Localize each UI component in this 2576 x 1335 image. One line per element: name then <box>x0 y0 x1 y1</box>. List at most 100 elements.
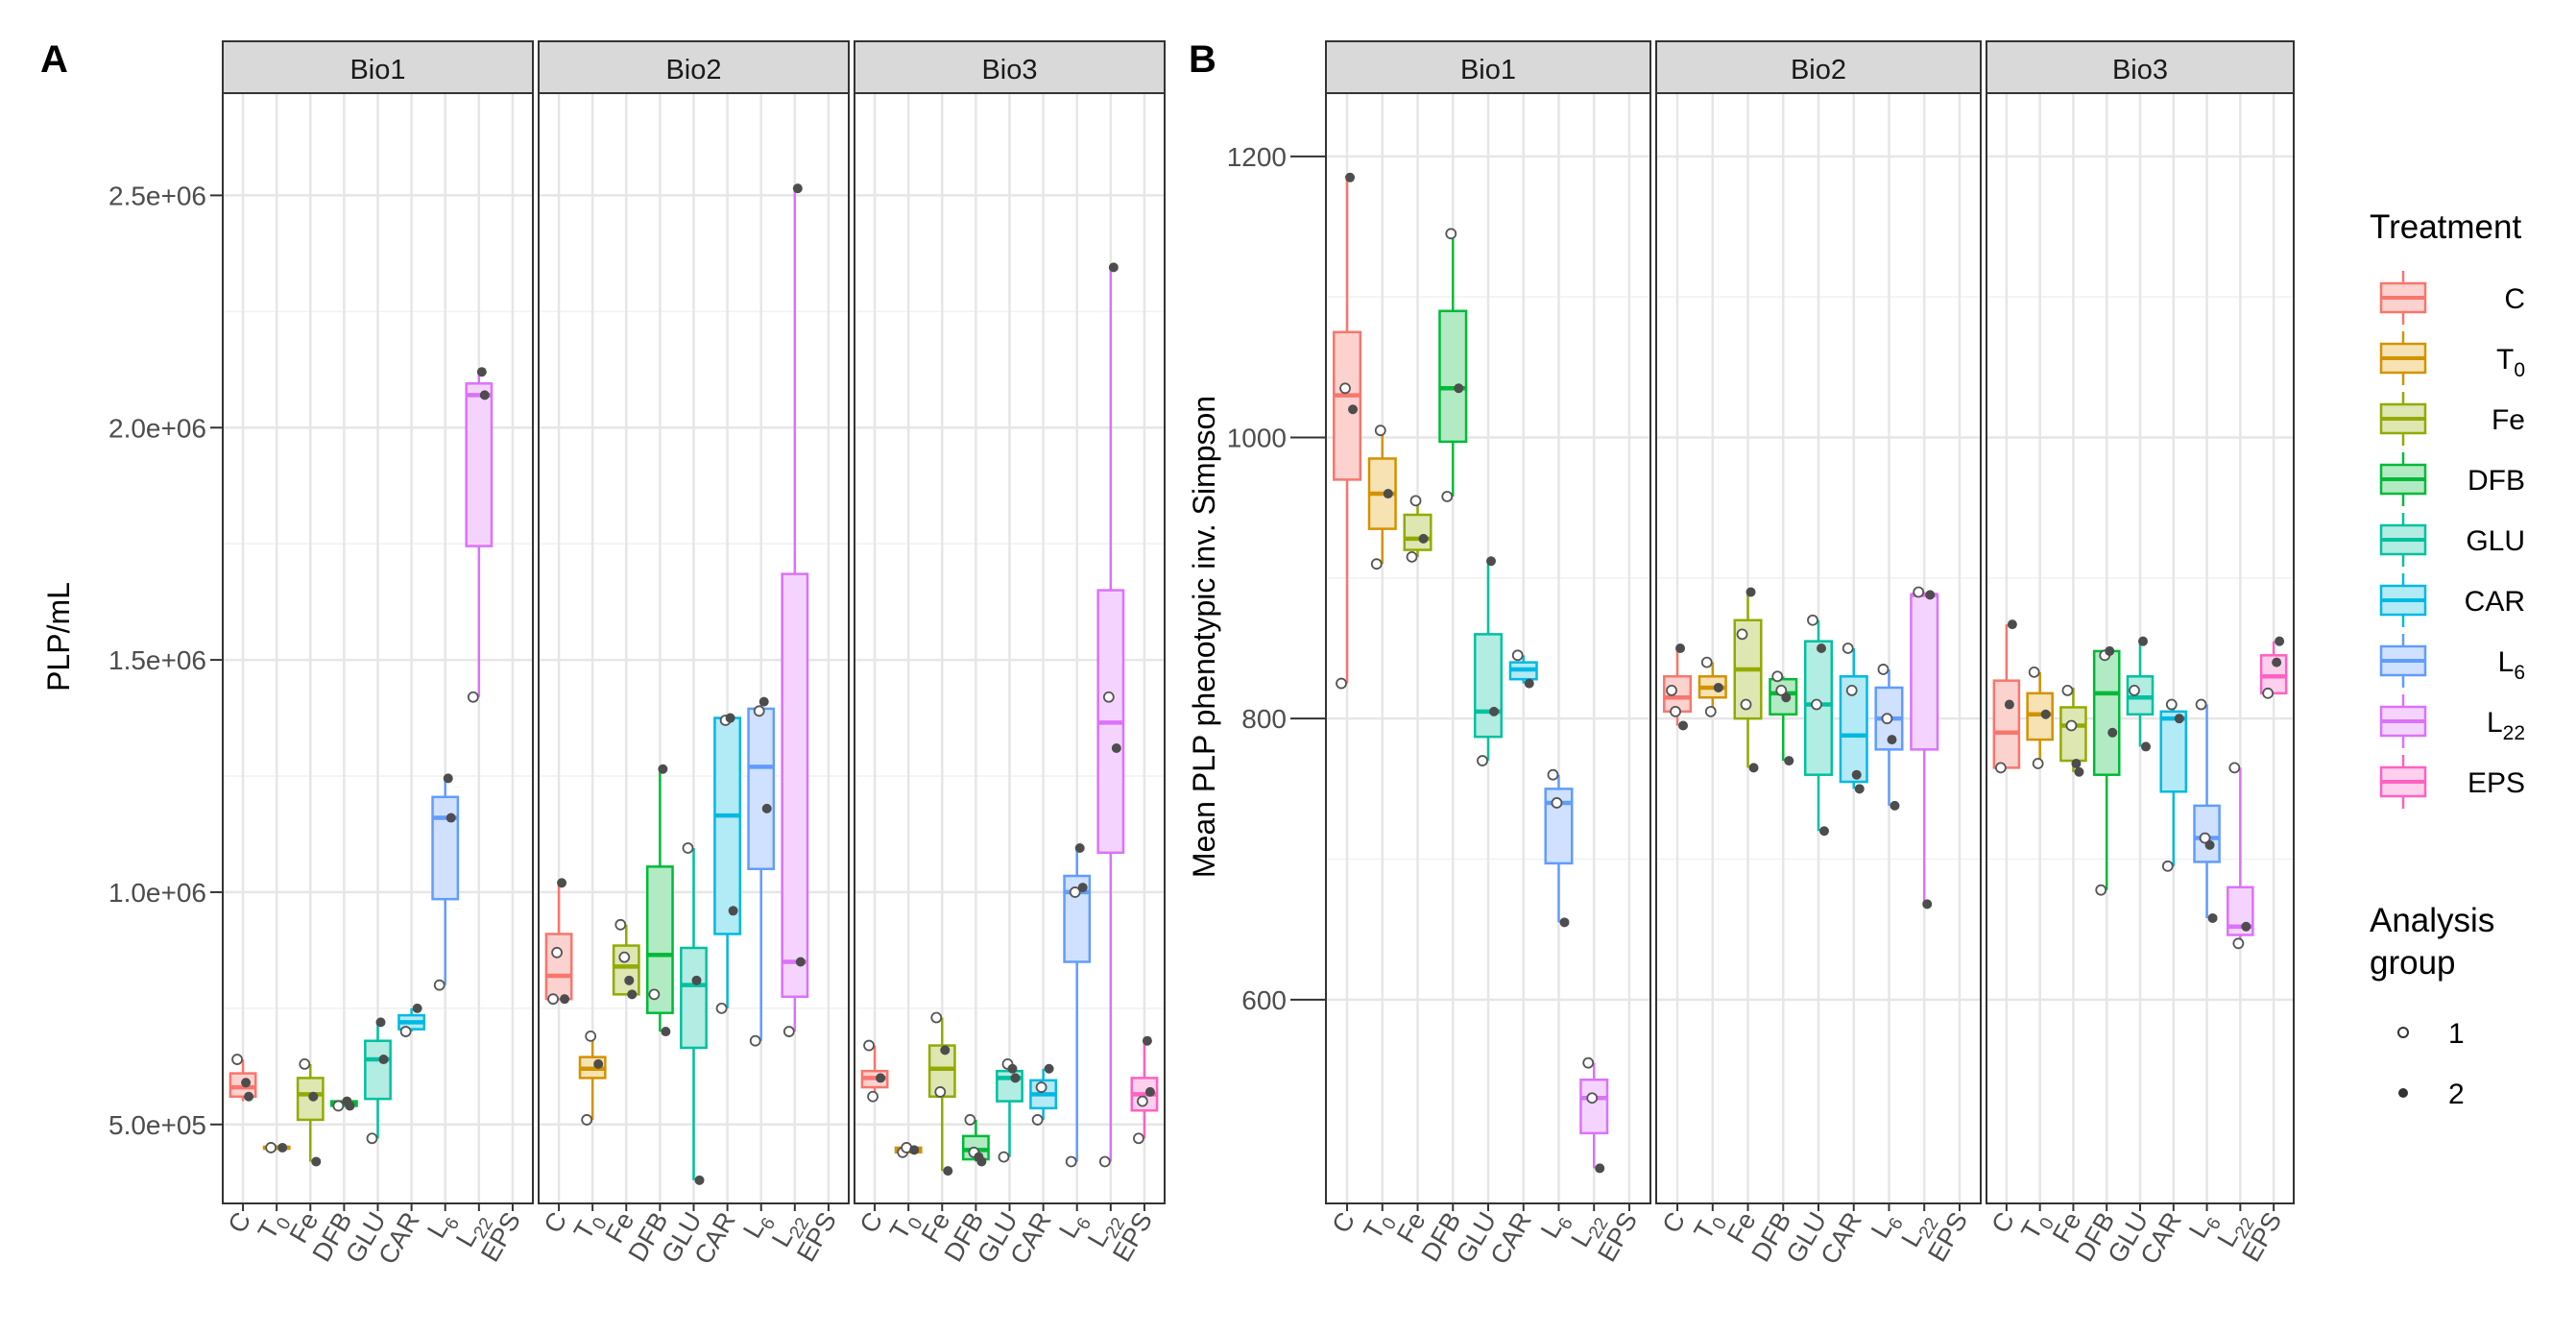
point-group-1 <box>1441 491 1454 502</box>
box-body <box>680 946 708 1050</box>
point-group-1 <box>2232 937 2245 950</box>
legend-key-label: L6 <box>2498 646 2525 684</box>
point-group-1 <box>2032 758 2044 769</box>
legend-key-label: C <box>2504 283 2525 315</box>
point-group-1 <box>998 1151 1010 1163</box>
point-group-1 <box>867 1090 879 1103</box>
point-group-2 <box>1819 826 1829 837</box>
point-group-2 <box>593 1058 604 1069</box>
legend-key-label: T0 <box>2496 344 2525 381</box>
point-group-2 <box>940 1045 951 1056</box>
point-group-1 <box>1035 1081 1047 1093</box>
point-group-2 <box>476 367 487 377</box>
point-group-1 <box>1445 228 1457 240</box>
point-group-2 <box>342 1096 352 1106</box>
box-fe <box>296 1057 325 1167</box>
x-tick-label: L6 <box>1053 1207 1095 1246</box>
point-group-1 <box>231 1054 243 1065</box>
point-group-2 <box>277 1142 288 1153</box>
box-body <box>544 933 573 1001</box>
point-group-2 <box>2275 636 2285 646</box>
legend-key-label-main: L <box>2487 707 2503 739</box>
point-group-2 <box>1144 1086 1155 1097</box>
point-group-1 <box>366 1132 378 1145</box>
point-group-2 <box>2040 709 2051 719</box>
box-t0 <box>262 1142 291 1153</box>
point-group-1 <box>1913 586 1925 598</box>
point-group-1 <box>1811 698 1822 711</box>
point-group-2 <box>758 696 769 707</box>
facet-title: Bio1 <box>1460 55 1516 85</box>
legend-key-c: C <box>2379 271 2525 325</box>
point-group-1 <box>547 993 559 1006</box>
box-dfb <box>961 1114 990 1167</box>
facet-title: Bio3 <box>2112 55 2168 85</box>
box-l6 <box>431 773 460 991</box>
legend-title-treatment: Treatment <box>2370 208 2521 246</box>
point-group-2 <box>1010 1073 1021 1083</box>
box-c <box>1992 619 2021 774</box>
point-group-2 <box>1348 404 1359 415</box>
point-group-2 <box>2074 766 2084 777</box>
box-glu <box>1473 556 1504 766</box>
point-group-2 <box>974 1152 984 1162</box>
point-group-2 <box>1486 556 1496 567</box>
point-group-2 <box>2007 619 2017 630</box>
facet-title: Bio3 <box>981 55 1037 85</box>
point-group-2 <box>1044 1063 1054 1074</box>
box-body <box>1910 594 1939 751</box>
legend-key-label-main: CAR <box>2465 586 2525 618</box>
point-group-2 <box>2141 741 2151 752</box>
box-l6 <box>1874 664 1904 811</box>
panel-b-plot: 60080010001200Bio1CT0FeDFBGLUCARL6L22EPS… <box>1227 40 2295 1269</box>
point-group-2 <box>1854 784 1865 794</box>
legend-key-label: EPS <box>2468 767 2525 799</box>
point-group-1 <box>2199 832 2211 844</box>
point-group-1 <box>433 979 445 991</box>
point-group-2 <box>1887 735 1897 745</box>
point-group-1 <box>1133 1132 1144 1145</box>
box-car <box>713 713 742 1014</box>
x-tick-label: C <box>1327 1207 1361 1238</box>
point-group-2 <box>1074 842 1085 853</box>
legend-key-glu: GLU <box>2379 513 2525 567</box>
point-group-2 <box>1345 172 1356 182</box>
point-group-1 <box>2165 698 2178 711</box>
point-group-1 <box>1771 670 1784 683</box>
point-group-1 <box>1547 768 1559 781</box>
point-group-1 <box>1807 614 1818 626</box>
legend-key-label-main: L <box>2498 646 2515 678</box>
facet-title: Bio2 <box>665 55 721 85</box>
point-group-2 <box>658 764 668 774</box>
box-body <box>2159 710 2188 793</box>
point-group-2 <box>1678 720 1689 731</box>
point-group-1 <box>1511 649 1524 662</box>
facet-title: Bio1 <box>349 55 405 85</box>
x-tick-label: C <box>1657 1207 1692 1238</box>
y-tick-label: 600 <box>1241 985 1287 1015</box>
point-group-2 <box>1748 763 1759 773</box>
point-group-1 <box>1670 705 1681 717</box>
panel-label-b: B <box>1189 38 1216 81</box>
point-group-1 <box>2065 719 2078 732</box>
legend-group-2-label: 2 <box>2448 1079 2465 1110</box>
point-group-1 <box>1842 643 1854 654</box>
box-body <box>1579 1078 1609 1135</box>
legend-group-2-marker <box>2398 1088 2408 1098</box>
point-group-2 <box>1418 533 1429 544</box>
point-group-2 <box>943 1166 953 1177</box>
point-group-1 <box>930 1011 943 1024</box>
point-group-2 <box>1489 706 1499 716</box>
point-group-2 <box>244 1091 254 1102</box>
point-group-1 <box>1409 495 1422 507</box>
box-glu <box>680 842 708 1185</box>
point-group-2 <box>308 1091 319 1102</box>
box-dfb <box>1438 228 1468 502</box>
box-body <box>1403 513 1432 551</box>
legend-key-label-sub: 22 <box>2503 722 2525 744</box>
x-tick-label: C <box>1986 1207 2020 1238</box>
legend-key-label-main: Fe <box>2492 404 2525 436</box>
point-group-2 <box>2174 714 2184 724</box>
